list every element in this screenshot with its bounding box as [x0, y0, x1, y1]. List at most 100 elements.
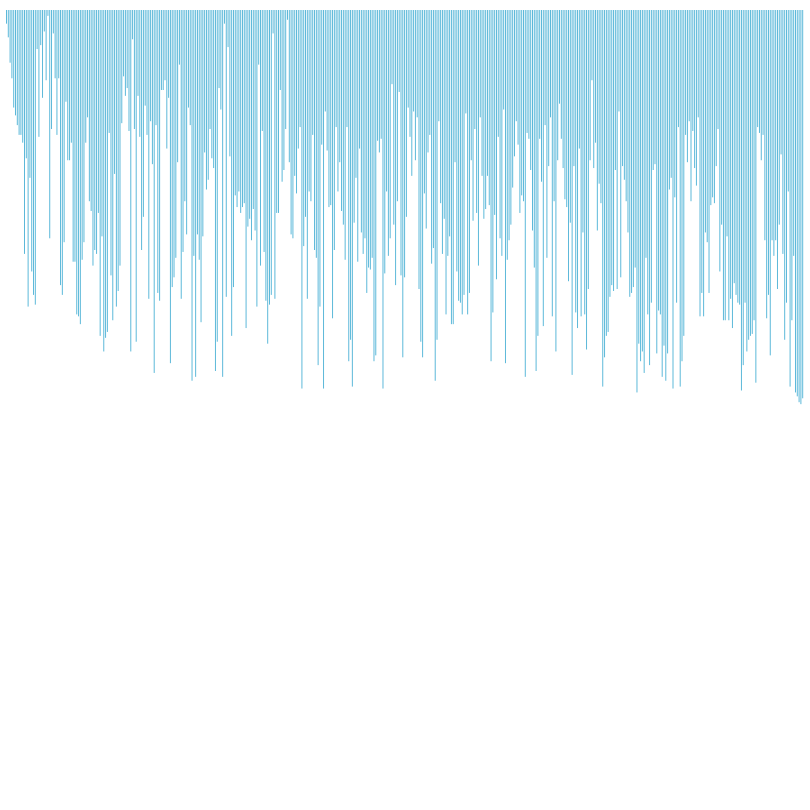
bar-60 [114, 10, 116, 174]
bar-209 [382, 10, 384, 389]
bar-238 [434, 10, 436, 381]
bar-20 [42, 10, 44, 98]
bar-252 [459, 10, 461, 303]
bar-349 [634, 10, 636, 268]
bar-214 [391, 10, 393, 85]
bar-363 [659, 10, 661, 315]
bar-329 [598, 10, 600, 184]
bar-312 [568, 10, 570, 282]
bar-301 [548, 10, 550, 167]
bar-266 [485, 10, 487, 210]
bar-199 [364, 10, 366, 239]
bar-384 [697, 10, 699, 118]
bar-392 [712, 10, 714, 198]
bar-1 [7, 10, 9, 38]
bar-279 [508, 10, 510, 241]
bar-345 [627, 10, 629, 233]
bar-234 [427, 10, 429, 153]
bar-64 [121, 10, 123, 124]
bar-284 [517, 10, 519, 145]
bar-107 [198, 10, 200, 260]
bar-206 [377, 10, 379, 141]
bar-105 [195, 10, 197, 377]
bar-377 [685, 10, 687, 135]
bar-189 [346, 10, 348, 128]
bar-222 [405, 10, 407, 217]
bar-409 [742, 10, 744, 366]
bar-352 [640, 10, 642, 362]
bar-315 [573, 10, 575, 167]
bar-411 [746, 10, 748, 352]
bar-378 [686, 10, 688, 163]
bar-343 [623, 10, 625, 180]
bar-52 [99, 10, 101, 336]
bar-427 [775, 10, 777, 241]
bar-155 [285, 10, 287, 130]
bar-187 [342, 10, 344, 225]
bar-346 [629, 10, 631, 297]
bar-257 [468, 10, 470, 293]
bar-204 [373, 10, 375, 362]
bar-37 [72, 10, 74, 262]
bar-321 [584, 10, 586, 315]
bar-276 [503, 10, 505, 110]
bar-290 [528, 10, 530, 139]
bar-229 [418, 10, 420, 290]
bar-223 [407, 10, 409, 108]
bar-326 [593, 10, 595, 169]
bar-265 [483, 10, 485, 219]
bar-195 [357, 10, 359, 262]
bar-79 [148, 10, 150, 299]
bar-154 [283, 10, 285, 170]
bar-109 [202, 10, 204, 237]
bar-281 [512, 10, 514, 188]
bar-85 [159, 10, 161, 301]
bar-43 [83, 10, 85, 243]
bar-355 [645, 10, 647, 258]
bar-70 [132, 10, 134, 40]
bar-129 [238, 10, 240, 192]
bar-202 [369, 10, 371, 270]
bar-17 [36, 10, 38, 50]
bar-292 [532, 10, 533, 231]
bar-46 [88, 10, 90, 202]
bar-211 [386, 10, 388, 192]
bar-185 [339, 10, 341, 163]
bar-423 [767, 10, 769, 295]
bar-213 [389, 10, 391, 239]
bar-88 [164, 10, 166, 81]
bar-138 [254, 10, 256, 231]
bar-51 [97, 10, 99, 213]
bar-68 [128, 10, 130, 131]
bar-225 [411, 10, 413, 176]
bar-263 [479, 10, 481, 118]
bar-194 [355, 10, 357, 178]
bar-184 [337, 10, 339, 192]
bar-410 [744, 10, 746, 303]
bar-147 [270, 10, 272, 295]
bar-15 [33, 10, 35, 295]
bar-221 [404, 10, 406, 278]
bar-175 [321, 10, 323, 145]
bar-108 [200, 10, 202, 323]
bar-419 [760, 10, 762, 161]
bar-47 [90, 10, 92, 211]
bar-101 [187, 10, 189, 108]
bar-207 [378, 10, 380, 153]
bar-74 [139, 10, 141, 137]
bar-132 [243, 10, 245, 204]
bar-365 [663, 10, 665, 346]
bar-25 [51, 10, 53, 130]
bar-441 [800, 10, 802, 405]
bar-413 [749, 10, 751, 336]
bar-303 [551, 10, 553, 317]
bar-157 [288, 10, 290, 163]
bar-294 [535, 10, 537, 371]
bar-77 [144, 10, 146, 106]
bar-113 [209, 10, 211, 130]
bar-299 [544, 10, 546, 126]
bar-232 [423, 10, 425, 194]
bar-98 [182, 10, 184, 252]
bar-216 [395, 10, 397, 286]
bar-217 [396, 10, 398, 202]
